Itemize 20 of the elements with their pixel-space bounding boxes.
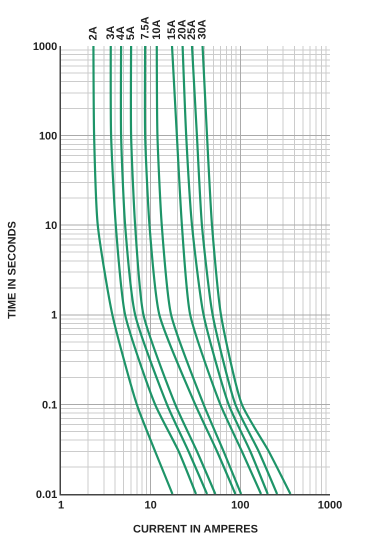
text: 5A [125, 26, 138, 40]
x-tick-label: 100 [231, 500, 250, 512]
y-tick-label: 0.01 [36, 488, 58, 501]
x-tick-label: 10 [144, 500, 157, 512]
text: 25A [186, 20, 198, 40]
text: 30A [196, 19, 209, 40]
text: 4A [115, 26, 128, 40]
y-tick-label: 0.1 [42, 399, 58, 412]
y-tick-label: 100 [38, 130, 58, 142]
text: 15A [166, 20, 178, 40]
y-tick-label: 10 [45, 220, 58, 232]
x-tick-label: 1000 [318, 500, 342, 512]
x-axis-title: CURRENT IN AMPERES [133, 524, 258, 536]
text: 2A [87, 26, 100, 40]
text: 7.5A [140, 16, 152, 40]
text: 10A [150, 20, 163, 40]
text: 3A [104, 26, 117, 40]
y-axis-title: TIME IN SECONDS [6, 221, 19, 319]
y-tick-label: 1 [51, 310, 58, 322]
y-tick-label: 1000 [32, 40, 58, 53]
